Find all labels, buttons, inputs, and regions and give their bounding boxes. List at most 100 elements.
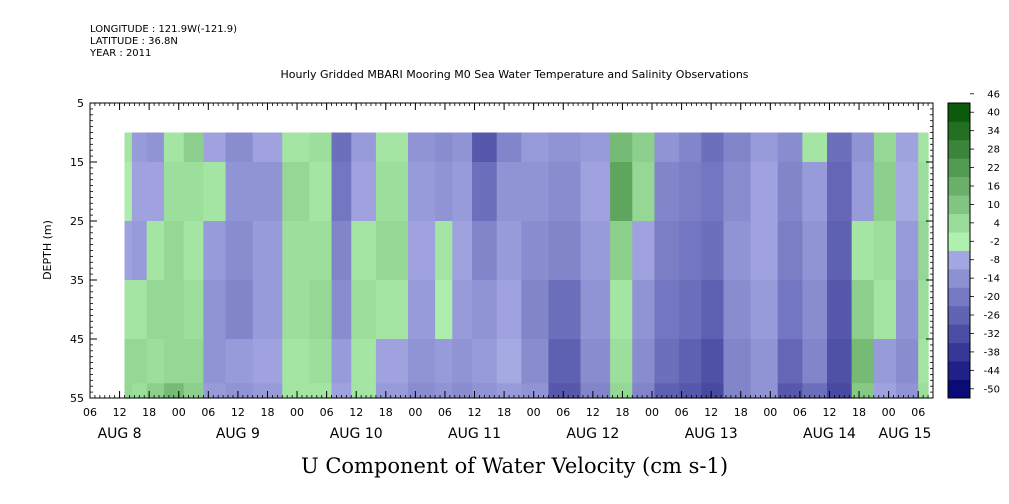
heatmap-cell bbox=[331, 221, 352, 281]
heatmap-cell bbox=[918, 383, 929, 399]
heatmap-cell bbox=[183, 280, 204, 340]
colorbar-label: -8 bbox=[990, 255, 1000, 266]
x-hour-label: 12 bbox=[822, 406, 836, 419]
colorbar-frame bbox=[947, 102, 971, 399]
heatmap-cell bbox=[654, 162, 680, 222]
x-day-label: AUG 9 bbox=[216, 426, 260, 442]
heatmap-cell bbox=[701, 339, 725, 384]
colorbar-label: 22 bbox=[987, 163, 1000, 174]
heatmap-cell bbox=[472, 383, 498, 399]
heatmap-cell bbox=[163, 339, 185, 384]
heatmap-cell bbox=[896, 162, 919, 222]
heatmap-cell bbox=[452, 162, 473, 222]
heatmap-cell bbox=[183, 383, 204, 399]
heatmap-cell bbox=[701, 132, 725, 163]
x-hour-label: 12 bbox=[468, 406, 482, 419]
colorbar-swatch bbox=[948, 121, 970, 141]
heatmap-cell bbox=[407, 280, 436, 340]
heatmap-cell bbox=[452, 339, 473, 384]
heatmap-cell bbox=[375, 221, 409, 281]
colorbar-label: -20 bbox=[984, 292, 1000, 303]
heatmap-cell bbox=[203, 280, 227, 340]
heatmap-cell bbox=[225, 280, 254, 340]
heatmap-cell bbox=[375, 280, 409, 340]
colorbar-label: -50 bbox=[984, 384, 1000, 395]
heatmap-cell bbox=[580, 132, 611, 163]
heatmap-cell bbox=[521, 280, 550, 340]
colorbar-label: 46 bbox=[987, 89, 1000, 100]
heatmap-cell bbox=[496, 132, 522, 163]
heatmap-cell bbox=[896, 132, 919, 163]
heatmap-cell bbox=[163, 280, 185, 340]
heatmap-cell bbox=[452, 383, 473, 399]
heatmap-cell bbox=[435, 339, 453, 384]
heatmap-cell bbox=[610, 280, 633, 340]
heatmap-cell bbox=[632, 383, 656, 399]
heatmap-cell bbox=[131, 162, 148, 222]
y-tick-label: 55 bbox=[70, 392, 84, 405]
heatmap-cell bbox=[331, 383, 352, 399]
heatmap-cell bbox=[548, 280, 582, 340]
heatmap-cell bbox=[351, 280, 377, 340]
x-hour-label: 18 bbox=[734, 406, 748, 419]
heatmap-cell bbox=[632, 162, 656, 222]
heatmap-cell bbox=[309, 132, 333, 163]
heatmap-cell bbox=[124, 339, 133, 384]
heatmap-cell bbox=[351, 132, 377, 163]
heatmap-cell bbox=[827, 132, 853, 163]
x-hour-label: 00 bbox=[172, 406, 186, 419]
heatmap-cell bbox=[777, 383, 803, 399]
colorbar-swatch bbox=[948, 139, 970, 159]
heatmap-cell bbox=[580, 339, 611, 384]
heatmap-cell bbox=[331, 280, 352, 340]
heatmap-cell bbox=[632, 280, 656, 340]
heatmap-cell bbox=[331, 339, 352, 384]
heatmap-cell bbox=[632, 339, 656, 384]
x-hour-label: 00 bbox=[645, 406, 659, 419]
heatmap-cell bbox=[375, 383, 409, 399]
colorbar-swatch bbox=[948, 287, 970, 307]
y-tick-label: 5 bbox=[77, 97, 84, 110]
heatmap-cell bbox=[435, 162, 453, 222]
heatmap-cell bbox=[723, 383, 752, 399]
x-hour-label: 00 bbox=[408, 406, 422, 419]
heatmap-cell bbox=[282, 132, 310, 163]
heatmap-cell bbox=[407, 383, 436, 399]
heatmap-cell bbox=[282, 383, 310, 399]
year-text: YEAR : 2011 bbox=[90, 48, 152, 59]
heatmap-cell bbox=[723, 221, 752, 281]
heatmap-cell bbox=[183, 339, 204, 384]
heatmap-cell bbox=[496, 221, 522, 281]
heatmap-cell bbox=[580, 383, 611, 399]
heatmap-cell bbox=[131, 132, 148, 163]
x-day-label: AUG 15 bbox=[879, 426, 932, 442]
heatmap-cell bbox=[918, 339, 929, 384]
heatmap-cell bbox=[124, 162, 133, 222]
heatmap-cell bbox=[750, 280, 779, 340]
colorbar-swatch bbox=[948, 305, 970, 325]
heatmap-cell bbox=[252, 339, 283, 384]
heatmap-cell bbox=[610, 162, 633, 222]
heatmap-cell bbox=[750, 162, 779, 222]
heatmap-cell bbox=[225, 162, 254, 222]
x-hour-label: 18 bbox=[379, 406, 393, 419]
heatmap-cell bbox=[452, 132, 473, 163]
x-hour-label: 18 bbox=[142, 406, 156, 419]
colorbar-label: 16 bbox=[987, 181, 1000, 192]
heatmap-cell bbox=[225, 383, 254, 399]
heatmap-cell bbox=[225, 339, 254, 384]
heatmap-cell bbox=[654, 132, 680, 163]
heatmap-cell bbox=[146, 132, 165, 163]
colorbar-swatch bbox=[948, 213, 970, 233]
location-header: LONGITUDE : 121.9W(-121.9) LATITUDE : 36… bbox=[90, 24, 237, 60]
x-hour-label: 06 bbox=[556, 406, 570, 419]
colorbar-label: 28 bbox=[987, 145, 1000, 156]
colorbar-label: 10 bbox=[987, 200, 1000, 211]
heatmap-cell bbox=[873, 280, 897, 340]
x-hour-label: 06 bbox=[793, 406, 807, 419]
heatmap-cell bbox=[918, 221, 929, 281]
x-axis-title: U Component of Water Velocity (cm s-1) bbox=[300, 454, 729, 478]
heatmap-cell bbox=[124, 383, 133, 399]
colorbar-label: 40 bbox=[987, 108, 1000, 119]
colorbar-swatch bbox=[948, 103, 970, 122]
